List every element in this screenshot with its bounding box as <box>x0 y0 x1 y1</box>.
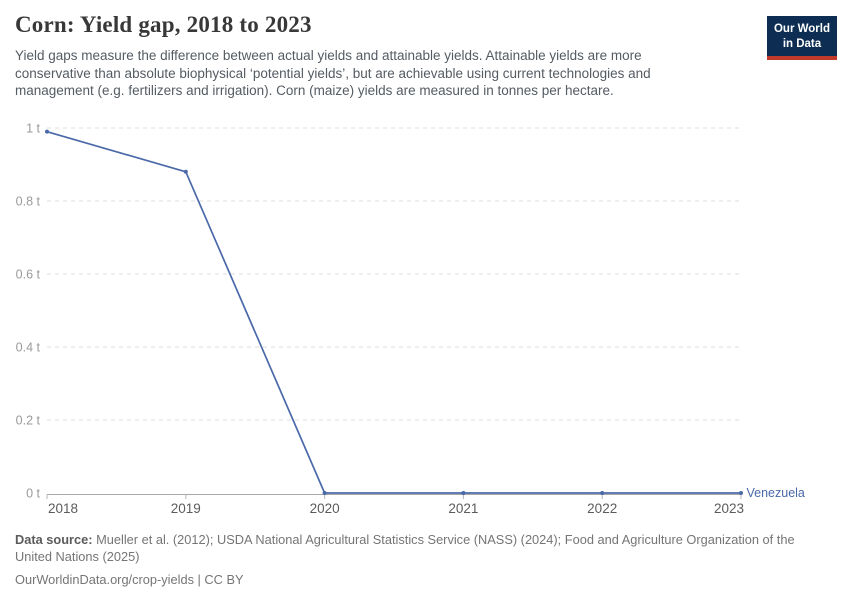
data-source-line: Data source: Mueller et al. (2012); USDA… <box>15 531 835 566</box>
y-tick-label: 1 t <box>26 122 40 136</box>
chart-subtitle: Yield gaps measure the difference betwee… <box>15 48 651 99</box>
owid-logo-line1: Our World <box>773 23 830 35</box>
data-source-text: Mueller et al. (2012); USDA National Agr… <box>15 532 795 565</box>
chart-titles: Corn: Yield gap, 2018 to 2023 Yield gaps… <box>15 12 767 100</box>
data-point <box>183 169 188 174</box>
page-title: Corn: Yield gap, 2018 to 2023 <box>15 12 312 37</box>
y-tick-label: 0 t <box>26 487 40 501</box>
series-entity-label: Venezuela <box>747 486 805 500</box>
x-tick-label: 2020 <box>310 501 340 516</box>
series-line-venezuela <box>46 130 741 494</box>
y-tick-label: 0.8 t <box>16 195 41 209</box>
data-point <box>45 129 49 134</box>
chart-header: Corn: Yield gap, 2018 to 2023 Yield gaps… <box>15 12 837 100</box>
x-tick-label: 2021 <box>448 501 478 516</box>
data-point <box>322 491 327 495</box>
y-tick-label: 0.2 t <box>16 414 41 428</box>
attribution-line: OurWorldinData.org/crop-yields | CC BY <box>15 571 244 587</box>
data-source-label: Data source: <box>15 532 93 547</box>
x-tick-label: 2018 <box>48 501 78 516</box>
owid-logo-line2: in Data <box>782 37 822 50</box>
x-tick-label: 2023 <box>714 501 744 516</box>
owid-logo: Our World in Data <box>766 16 837 60</box>
chart-footer: Data source: Mueller et al. (2012); USDA… <box>15 531 835 588</box>
data-point <box>600 491 605 495</box>
x-tick-label: 2019 <box>171 501 201 516</box>
data-point <box>739 491 743 495</box>
data-point <box>461 491 466 495</box>
x-tick-label: 2022 <box>587 501 617 516</box>
y-tick-label: 0.4 t <box>16 341 41 355</box>
y-tick-label: 0.6 t <box>16 268 41 282</box>
